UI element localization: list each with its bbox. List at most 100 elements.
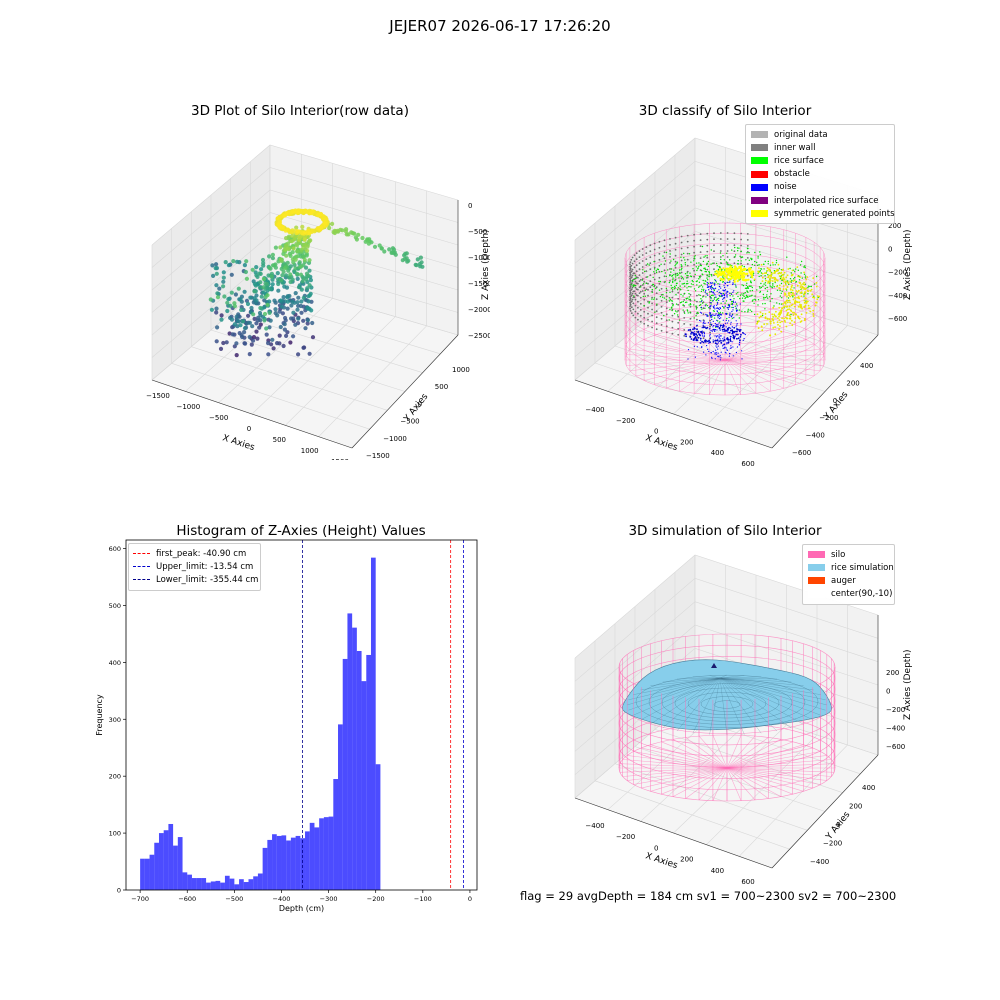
legend-label: symmetric generated points [774, 208, 895, 219]
silo-floor-spoke [724, 335, 796, 361]
inner-wall-point [746, 263, 749, 265]
rice-surface-point [763, 263, 765, 266]
noise-point [717, 324, 719, 326]
raw-point [403, 251, 408, 256]
rice-surface-point [741, 284, 743, 286]
rice-surface-mesh-line [719, 677, 728, 736]
rice-surface-point [664, 272, 666, 274]
legend-label: obstacle [774, 169, 810, 180]
symmetric-point [803, 283, 806, 286]
simulation-z-tick-label: −600 [886, 743, 905, 751]
rice-surface-point [708, 273, 711, 275]
rice-surface-point [746, 247, 749, 250]
noise-point [714, 329, 717, 331]
symmetric-point [795, 313, 797, 316]
noise-point [728, 331, 731, 334]
inner-wall-point [647, 288, 649, 291]
rice-surface-point [807, 287, 809, 289]
raw-point [226, 297, 231, 302]
noise-point [729, 312, 731, 314]
symmetric-center-point [742, 267, 746, 270]
legend-label: auger [831, 575, 856, 586]
legend-swatch [751, 144, 768, 152]
noise-point [738, 330, 741, 333]
symmetric-center-point [730, 276, 733, 280]
rice-surface-point [672, 304, 674, 306]
rice-surface-point [729, 295, 731, 297]
raw-point [280, 224, 285, 230]
noise-point [724, 330, 726, 332]
silo-floor-spoke [629, 348, 726, 361]
inner-wall-point [633, 290, 636, 293]
silo-floor-spoke [724, 359, 784, 389]
rice-surface-point [675, 303, 678, 305]
rice-surface-mesh-line [719, 677, 792, 683]
raw-point [270, 256, 275, 261]
rice-surface-point [781, 297, 783, 299]
noise-point [724, 286, 726, 288]
simulation-x-tick-label: −200 [616, 833, 635, 841]
raw-point [242, 289, 247, 294]
rice-surface-point [710, 299, 712, 301]
legend-entry: original data [751, 128, 889, 141]
symmetric-point [775, 310, 777, 313]
symmetric-center-point [729, 268, 732, 271]
inner-wall-point [645, 270, 648, 272]
rice-surface-point [681, 267, 683, 270]
rice-surface-point [769, 264, 772, 266]
inner-wall-point [641, 266, 644, 268]
symmetric-point [783, 271, 786, 274]
symmetric-point [778, 328, 780, 330]
noise-point [711, 356, 713, 358]
noise-point [743, 338, 745, 340]
rice-surface-point [663, 297, 666, 299]
raw-point [293, 266, 298, 271]
inner-wall-point [663, 263, 666, 266]
raw-point [235, 319, 240, 324]
noise-point [719, 307, 722, 309]
noise-point [718, 292, 720, 294]
symmetric-point [804, 304, 807, 307]
rice-surface-point [681, 276, 684, 278]
rice-surface-point [746, 287, 748, 290]
symmetric-center-point [732, 270, 735, 273]
inner-wall-point [647, 306, 649, 309]
rice-surface-point [803, 273, 806, 275]
histogram-bar [196, 878, 202, 890]
raw-point [223, 260, 228, 265]
raw-point [266, 341, 271, 346]
histogram-bar [177, 837, 183, 890]
histogram-bar [352, 627, 357, 890]
noise-point [740, 333, 742, 336]
rice-surface-point [717, 283, 719, 285]
raw-point [268, 318, 273, 323]
rice-surface-point [737, 250, 739, 252]
rice-surface-point [684, 264, 687, 266]
symmetric-point [796, 284, 799, 287]
inner-wall-point [641, 284, 644, 286]
noise-point [706, 285, 709, 287]
noise-point [736, 324, 738, 326]
inner-wall-point [677, 321, 680, 324]
rice-surface-point [760, 268, 762, 270]
histogram-bar [187, 874, 192, 890]
inner-wall-point [686, 234, 689, 237]
raw-point [238, 323, 243, 328]
rice-surface-point [673, 288, 676, 290]
inner-wall-point [632, 314, 635, 317]
rice-surface-point [676, 274, 678, 277]
inner-wall-point [629, 273, 632, 275]
inner-wall-point [647, 318, 649, 321]
raw-point [214, 271, 219, 276]
rice-surface-point [694, 290, 697, 292]
raw-point [308, 278, 313, 283]
symmetric-point [813, 296, 816, 299]
symmetric-point [758, 320, 760, 322]
noise-point [710, 330, 712, 332]
raw-point [273, 245, 278, 250]
noise-point [710, 351, 712, 354]
rice-surface-point [675, 282, 678, 285]
legend-swatch [751, 183, 768, 191]
symmetric-point [779, 312, 781, 315]
inner-wall-point [699, 251, 702, 253]
